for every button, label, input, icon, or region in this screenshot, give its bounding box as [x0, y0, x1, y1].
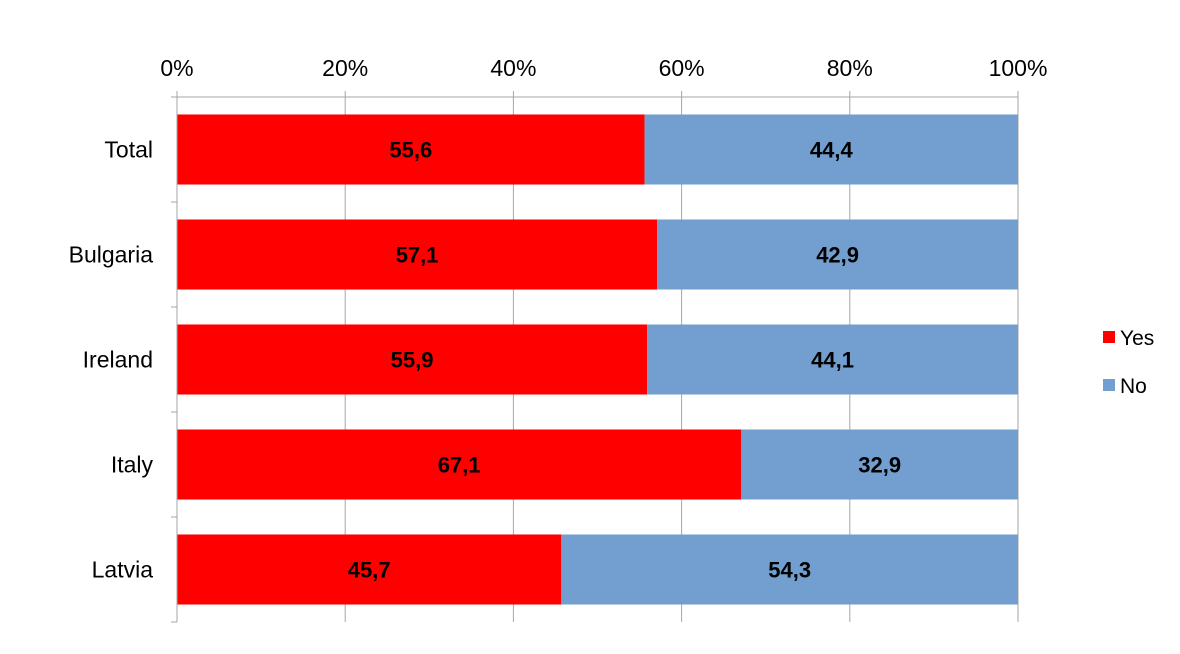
legend-label-yes: Yes [1120, 327, 1154, 350]
x-tick-label: 20% [322, 55, 368, 81]
category-label: Italy [111, 452, 154, 478]
legend-label-no: No [1120, 375, 1147, 398]
data-label: 57,1 [396, 243, 439, 268]
data-label: 42,9 [816, 243, 859, 268]
x-tick-label: 60% [659, 55, 705, 81]
category-label: Bulgaria [69, 242, 154, 268]
x-tick-label: 100% [989, 55, 1048, 81]
bar-yes-ireland [177, 324, 648, 395]
bar-no-italy [741, 429, 1018, 500]
bar-no-latvia [561, 534, 1018, 605]
data-label: 32,9 [858, 453, 901, 478]
data-label: 45,7 [348, 558, 391, 583]
x-tick-label: 0% [160, 55, 193, 81]
data-label: 55,9 [391, 348, 434, 373]
axes [171, 96, 1018, 623]
x-axis-ticks: 0% 20% 40% 60% 80% 100% [160, 55, 1047, 97]
data-label: 54,3 [768, 558, 811, 583]
category-label: Ireland [83, 347, 153, 373]
bar-no-bulgaria [657, 219, 1018, 290]
legend-swatch-yes [1103, 331, 1115, 343]
bar-no-total [644, 114, 1018, 185]
data-label: 44,4 [810, 138, 854, 163]
bar-yes-latvia [177, 534, 562, 605]
legend: Yes No [1103, 327, 1154, 398]
bar-no-ireland [647, 324, 1018, 395]
bar-yes-bulgaria [177, 219, 658, 290]
x-tick-label: 40% [490, 55, 536, 81]
x-tick-label: 80% [827, 55, 873, 81]
category-label: Total [104, 137, 153, 163]
legend-swatch-no [1103, 379, 1115, 391]
category-labels: Total Bulgaria Ireland Italy Latvia [69, 137, 154, 583]
data-labels: 55,6 44,4 57,1 42,9 55,9 44,1 67,1 32,9 45,7 54,3 [348, 138, 901, 583]
bar-yes-italy [177, 429, 742, 500]
data-label: 44,1 [811, 348, 854, 373]
data-label: 55,6 [389, 138, 432, 163]
bars [177, 114, 1018, 605]
bar-yes-total [177, 114, 645, 185]
data-label: 67,1 [438, 453, 481, 478]
category-label: Latvia [92, 557, 154, 583]
